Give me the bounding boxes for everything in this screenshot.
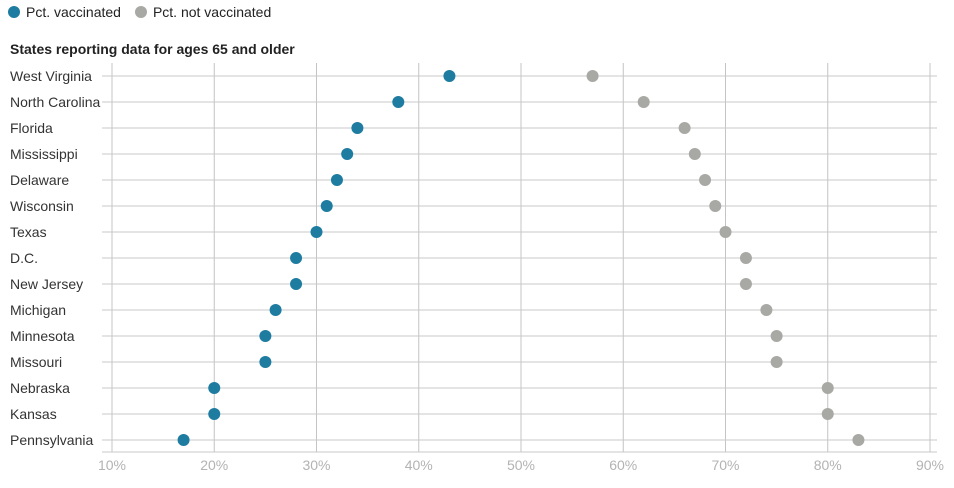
legend-item-vaccinated: Pct. vaccinated <box>8 4 121 20</box>
point-vaccinated <box>310 226 323 238</box>
category-label: Mississippi <box>10 146 78 162</box>
point-not-vaccinated <box>699 174 712 186</box>
point-vaccinated <box>320 200 333 212</box>
legend-label-not-vaccinated: Pct. not vaccinated <box>152 4 272 20</box>
legend-marker-vaccinated <box>8 6 20 18</box>
category-label: Delaware <box>10 172 69 188</box>
point-vaccinated <box>351 122 364 134</box>
x-tick-label: 70% <box>711 457 739 473</box>
category-label: Nebraska <box>10 380 70 396</box>
category-label: Wisconsin <box>10 198 74 214</box>
point-not-vaccinated <box>688 148 701 160</box>
point-not-vaccinated <box>637 96 650 108</box>
x-tick-label: 40% <box>405 457 433 473</box>
point-vaccinated <box>259 356 272 368</box>
x-tick-label: 20% <box>200 457 228 473</box>
point-not-vaccinated <box>770 356 783 368</box>
category-label: New Jersey <box>10 276 83 292</box>
point-not-vaccinated <box>739 278 752 290</box>
point-not-vaccinated <box>739 252 752 264</box>
point-vaccinated <box>341 148 354 160</box>
category-label: Florida <box>10 120 53 136</box>
category-label: North Carolina <box>10 94 100 110</box>
x-tick-label: 80% <box>814 457 842 473</box>
category-label: Missouri <box>10 354 62 370</box>
point-vaccinated <box>443 70 456 82</box>
point-vaccinated <box>259 330 272 342</box>
category-label: Texas <box>10 224 47 240</box>
category-label: D.C. <box>10 250 38 266</box>
x-tick-label: 30% <box>302 457 330 473</box>
point-not-vaccinated <box>760 304 773 316</box>
x-tick-label: 60% <box>609 457 637 473</box>
point-not-vaccinated <box>770 330 783 342</box>
point-vaccinated <box>290 278 303 290</box>
legend: Pct. vaccinated Pct. not vaccinated <box>8 4 271 20</box>
point-not-vaccinated <box>821 408 834 420</box>
legend-marker-not-vaccinated <box>134 6 147 18</box>
point-not-vaccinated <box>586 70 599 82</box>
legend-label-vaccinated: Pct. vaccinated <box>26 4 121 20</box>
point-vaccinated <box>330 174 343 186</box>
category-label: Minnesota <box>10 328 75 344</box>
point-vaccinated <box>208 382 221 394</box>
category-label: West Virginia <box>10 68 92 84</box>
category-label: Michigan <box>10 302 66 318</box>
point-not-vaccinated <box>678 122 691 134</box>
point-not-vaccinated <box>821 382 834 394</box>
category-label: Pennsylvania <box>10 432 93 448</box>
category-label: Kansas <box>10 406 57 422</box>
legend-item-not-vaccinated: Pct. not vaccinated <box>134 4 272 20</box>
x-tick-label: 10% <box>98 457 126 473</box>
point-vaccinated <box>290 252 303 264</box>
point-not-vaccinated <box>719 226 732 238</box>
x-tick-label: 50% <box>507 457 535 473</box>
chart-subtitle: States reporting data for ages 65 and ol… <box>10 41 295 57</box>
point-not-vaccinated <box>852 434 865 446</box>
point-vaccinated <box>392 96 405 108</box>
point-not-vaccinated <box>709 200 722 212</box>
x-tick-label: 90% <box>916 457 944 473</box>
point-vaccinated <box>269 304 282 316</box>
point-vaccinated <box>208 408 221 420</box>
point-vaccinated <box>177 434 190 446</box>
